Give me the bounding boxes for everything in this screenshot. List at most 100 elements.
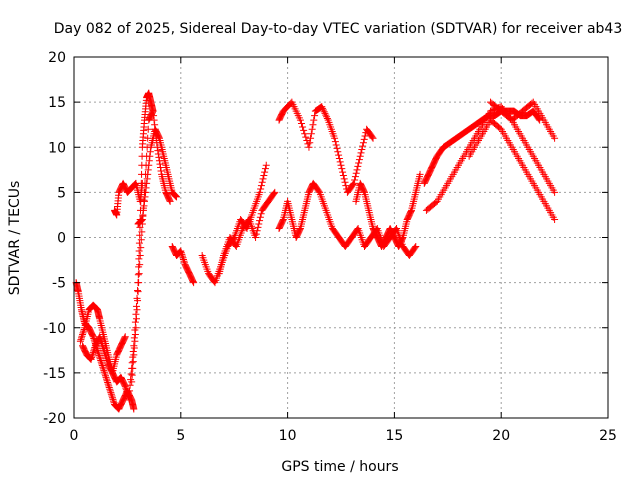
data-point-interp [296, 226, 304, 234]
data-point-interp [357, 149, 365, 157]
data-point-interp [260, 171, 268, 179]
data-point-interp [144, 125, 152, 133]
data-point-interp [134, 287, 142, 295]
data-point-interp [128, 371, 136, 379]
data-point-interp [334, 148, 342, 156]
data-point [96, 333, 104, 341]
data-point-interp [359, 139, 367, 147]
x-tick-label: 20 [492, 428, 510, 444]
data-point-interp [98, 362, 106, 370]
data-point-interp [253, 227, 261, 235]
data-point [106, 387, 114, 395]
data-point-interp [352, 169, 360, 177]
data-point-interp [155, 153, 163, 161]
data-point-interp [89, 350, 97, 358]
data-point-interp [361, 132, 369, 140]
data-point-interp [135, 255, 143, 263]
data-point-interp [339, 171, 347, 179]
data-point-interp [359, 142, 367, 150]
y-tick-label: 5 [57, 185, 66, 201]
data-point-interp [103, 355, 111, 363]
data-point-interp [321, 109, 329, 117]
data-point-interp [310, 116, 318, 124]
data-point [130, 405, 138, 413]
x-tick-label: 15 [385, 428, 403, 444]
data-point-interp [107, 390, 115, 398]
data-point-interp [360, 187, 368, 195]
data-points [72, 89, 559, 413]
data-point-interp [140, 197, 148, 205]
data-point-interp [126, 381, 134, 389]
data-point-interp [96, 353, 104, 361]
data-point-interp [103, 356, 111, 364]
x-axis-label: GPS time / hours [281, 459, 398, 475]
data-point-interp [135, 279, 143, 287]
data-point-interp [131, 331, 139, 339]
data-point-interp [172, 192, 180, 200]
data-point-interp [332, 141, 340, 149]
data-point-interp [338, 165, 346, 173]
data-point-interp [157, 167, 165, 175]
x-tick-label: 25 [599, 428, 617, 444]
data-point [126, 396, 134, 404]
data-point [166, 197, 174, 205]
data-point-interp [331, 138, 339, 146]
data-point [121, 333, 129, 341]
x-tick-label: 10 [279, 428, 297, 444]
data-point-interp [411, 244, 419, 252]
data-point-interp [100, 348, 108, 356]
data-point-interp [322, 111, 330, 119]
data-point-interp [143, 175, 151, 183]
data-point-interp [131, 318, 139, 326]
data-point [87, 355, 95, 363]
data-point-interp [360, 135, 368, 143]
data-point [256, 188, 264, 196]
data-point-interp [97, 356, 105, 364]
data-point [89, 333, 97, 341]
data-point-interp [132, 315, 140, 323]
x-tick-label: 0 [70, 428, 79, 444]
data-point-interp [77, 334, 85, 342]
data-point-interp [315, 187, 323, 195]
data-point-interp [171, 191, 179, 199]
data-point-interp [134, 297, 142, 305]
data-point [551, 215, 559, 223]
data-point-interp [302, 133, 310, 141]
data-point-interp [354, 162, 362, 170]
data-point [350, 179, 358, 187]
data-point-interp [108, 392, 116, 400]
data-point-interp [96, 334, 104, 342]
data-point-interp [156, 160, 164, 168]
data-point-interp [144, 170, 152, 178]
data-point [551, 134, 559, 142]
data-point-interp [189, 277, 197, 285]
data-point-interp [146, 148, 154, 156]
data-point-interp [270, 190, 278, 198]
data-point-interp [398, 235, 406, 243]
data-point-interp [88, 352, 96, 360]
data-point-interp [157, 164, 165, 172]
data-point-interp [150, 116, 158, 124]
data-point-interp [179, 255, 187, 263]
data-point-interp [99, 365, 107, 373]
data-point [551, 188, 559, 196]
data-point-interp [146, 152, 154, 160]
data-point-interp [109, 395, 117, 403]
data-point [305, 143, 313, 151]
data-point-interp [110, 397, 118, 405]
data-point-interp [300, 126, 308, 134]
data-point-interp [349, 180, 357, 188]
data-point [126, 387, 134, 395]
data-point-interp [104, 378, 112, 386]
data-point-interp [320, 108, 328, 116]
data-point-interp [178, 252, 186, 260]
data-point-interp [130, 334, 138, 342]
data-point-interp [151, 121, 159, 129]
data-point-interp [138, 228, 146, 236]
data-point-interp [154, 147, 162, 155]
data-point-interp [254, 223, 262, 231]
data-point-interp [131, 180, 139, 188]
data-point [177, 247, 185, 255]
data-point [369, 134, 377, 142]
data-point-interp [307, 130, 315, 138]
